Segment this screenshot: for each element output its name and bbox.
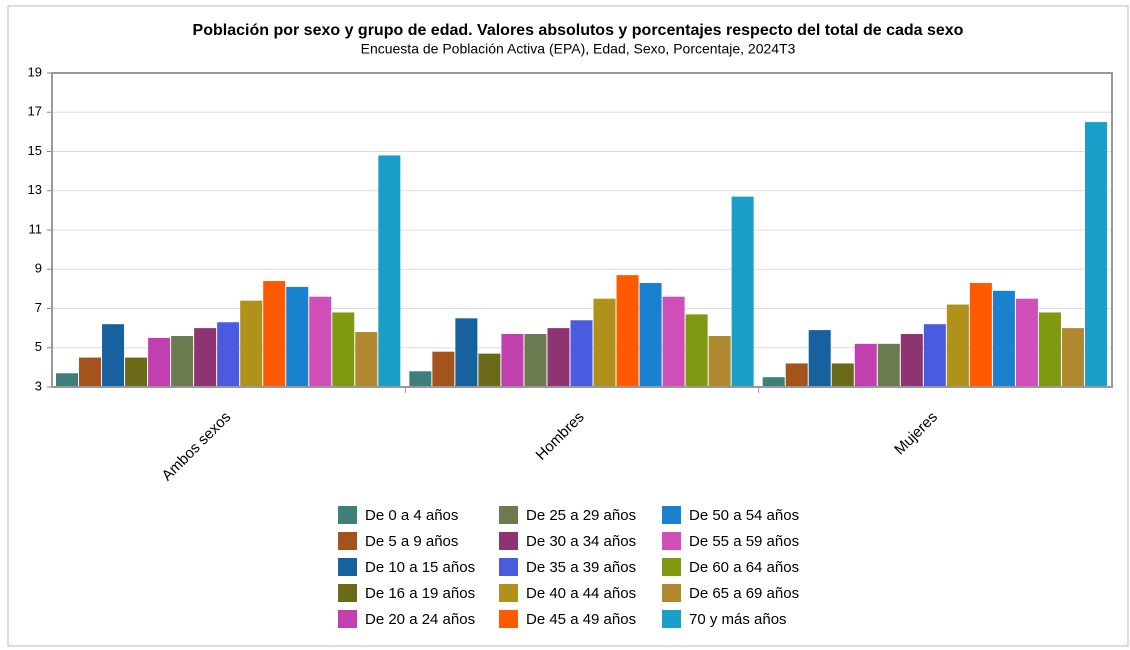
- bar: [969, 282, 992, 387]
- legend-label: De 65 a 69 años: [689, 585, 799, 602]
- bar: [432, 351, 455, 387]
- legend-swatch: [662, 584, 681, 602]
- legend-label: 70 y más años: [689, 611, 787, 628]
- bar: [900, 334, 923, 387]
- legend-label: De 5 a 9 años: [365, 533, 458, 550]
- bar: [286, 286, 309, 387]
- bar: [148, 337, 171, 387]
- legend-swatch: [499, 506, 518, 524]
- bar: [171, 335, 194, 387]
- bar: [355, 332, 378, 387]
- bar: [762, 377, 785, 387]
- legend-swatch: [499, 532, 518, 550]
- legend-swatch: [338, 610, 357, 628]
- bar: [877, 343, 900, 387]
- legend-swatch: [338, 584, 357, 602]
- legend-label: De 30 a 34 años: [526, 533, 636, 550]
- bar: [240, 300, 263, 387]
- legend-label: De 45 a 49 años: [526, 611, 636, 628]
- bar: [501, 334, 524, 387]
- bar: [708, 335, 731, 387]
- bar: [1015, 298, 1038, 387]
- chart-subtitle: Encuesta de Población Activa (EPA), Edad…: [361, 41, 796, 57]
- legend-swatch: [662, 506, 681, 524]
- legend-swatch: [662, 558, 681, 576]
- y-tick-label: 7: [35, 300, 42, 315]
- bar: [125, 357, 148, 387]
- legend-label: De 40 a 44 años: [526, 585, 636, 602]
- legend-label: De 25 a 29 años: [526, 507, 636, 524]
- bar: [923, 324, 946, 387]
- bar: [593, 298, 616, 387]
- bar: [79, 357, 102, 387]
- bar: [831, 363, 854, 387]
- legend-label: De 10 a 15 años: [365, 559, 475, 576]
- bar: [56, 373, 79, 387]
- bar: [217, 322, 240, 387]
- legend-swatch: [338, 532, 357, 550]
- legend-label: De 35 a 39 años: [526, 559, 636, 576]
- bar: [1084, 122, 1107, 387]
- bar: [547, 328, 570, 387]
- bar: [616, 275, 639, 387]
- plot-border: [51, 72, 1113, 388]
- bar: [102, 324, 125, 387]
- bar: [731, 196, 754, 387]
- bar: [570, 320, 593, 387]
- bar: [808, 330, 831, 387]
- legend-swatch: [338, 558, 357, 576]
- y-tick-label: 17: [28, 104, 42, 119]
- bar: [785, 363, 808, 387]
- legend-label: De 55 a 59 años: [689, 533, 799, 550]
- bar: [946, 304, 969, 387]
- legend-label: De 16 a 19 años: [365, 585, 475, 602]
- y-tick-label: 5: [35, 339, 42, 354]
- y-tick-label: 13: [28, 182, 42, 197]
- legend-label: De 0 a 4 años: [365, 507, 458, 524]
- y-tick-label: 19: [28, 64, 42, 79]
- chart-title: Población por sexo y grupo de edad. Valo…: [193, 22, 964, 39]
- bar: [524, 334, 547, 387]
- bar: [685, 314, 708, 387]
- bar: [639, 282, 662, 387]
- y-tick-label: 3: [35, 378, 42, 393]
- legend-swatch: [499, 584, 518, 602]
- y-tick-label: 9: [35, 261, 42, 276]
- bar: [332, 312, 355, 387]
- legend-label: De 60 a 64 años: [689, 559, 799, 576]
- legend-label: De 50 a 54 años: [689, 507, 799, 524]
- bar: [378, 155, 401, 387]
- bar: [409, 371, 432, 387]
- legend-swatch: [662, 532, 681, 550]
- bar: [194, 328, 217, 387]
- bar: [263, 281, 286, 387]
- bar: [1038, 312, 1061, 387]
- y-tick-label: 11: [29, 221, 43, 236]
- bar: [1061, 328, 1084, 387]
- legend-swatch: [499, 610, 518, 628]
- legend-label: De 20 a 24 años: [365, 611, 475, 628]
- bar: [478, 353, 501, 387]
- legend-swatch: [338, 506, 357, 524]
- bar: [455, 318, 478, 387]
- bar: [309, 296, 332, 387]
- legend-swatch: [662, 610, 681, 628]
- bar: [662, 296, 685, 387]
- bar: [854, 343, 877, 387]
- y-tick-label: 15: [28, 143, 42, 158]
- legend-swatch: [499, 558, 518, 576]
- bar: [992, 290, 1015, 387]
